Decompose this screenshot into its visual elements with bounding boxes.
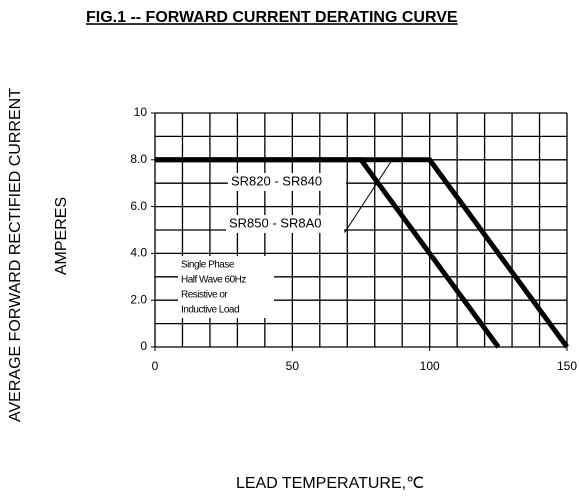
note-text: Half Wave 60Hz (181, 275, 246, 286)
y-tick-label: 10 (134, 105, 148, 119)
y-tick-label: 6.0 (130, 199, 147, 213)
label-background (226, 215, 344, 233)
y-tick-label: 2.0 (130, 292, 147, 306)
note-text: Inductive Load (181, 305, 239, 316)
x-tick-label: 100 (420, 359, 440, 373)
x-axis-label: LEAD TEMPERATURE,℃ (236, 475, 424, 492)
y-axis-unit: AMPERES (53, 197, 70, 275)
y-tick-label: 0 (140, 339, 147, 353)
label-background (178, 256, 274, 318)
series-label: SR850 - SR8A0 (229, 215, 322, 230)
series-label: SR820 - SR840 (231, 173, 322, 188)
note-text: Resistive or (181, 290, 228, 301)
label-background (228, 173, 346, 191)
x-tick-label: 50 (286, 359, 300, 373)
x-tick-label: 150 (557, 359, 577, 373)
x-tick-label: 0 (152, 359, 159, 373)
leader-line (344, 159, 393, 233)
y-tick-label: 4.0 (130, 246, 147, 260)
y-axis-label: AVERAGE FORWARD RECTIFIED CURRENT (7, 88, 24, 422)
series-line (155, 157, 501, 349)
chart-title: FIG.1 -- FORWARD CURRENT DERATING CURVE (86, 9, 458, 26)
y-tick-label: 8.0 (130, 152, 147, 166)
note-text: Single Phase (181, 260, 235, 271)
